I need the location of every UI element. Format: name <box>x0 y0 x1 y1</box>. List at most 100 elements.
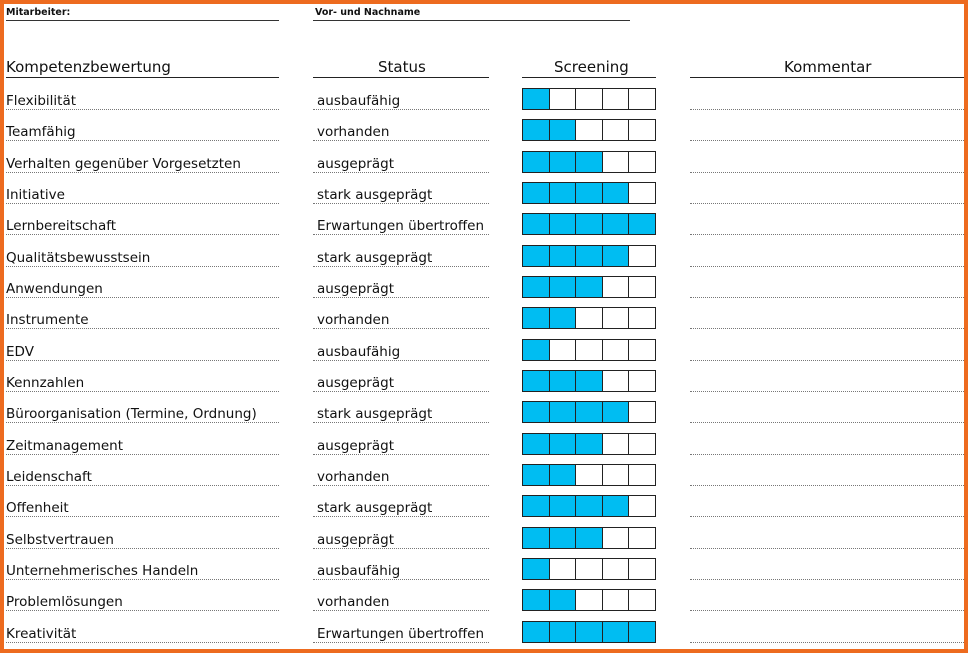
screening-box-empty[interactable] <box>549 339 577 360</box>
screening-box-filled[interactable] <box>629 621 655 642</box>
comment-field[interactable] <box>690 578 964 580</box>
comment-field[interactable] <box>690 109 964 110</box>
screening-scale[interactable] <box>522 275 656 298</box>
screening-box-filled[interactable] <box>549 120 577 141</box>
screening-scale[interactable] <box>522 181 656 204</box>
comment-field[interactable] <box>690 202 964 204</box>
comment-field[interactable] <box>690 359 964 361</box>
comment-field[interactable] <box>690 641 964 643</box>
screening-box-empty[interactable] <box>629 89 655 109</box>
screening-box-empty[interactable] <box>576 89 603 109</box>
screening-box-filled[interactable] <box>576 214 603 235</box>
screening-box-empty[interactable] <box>602 120 630 141</box>
screening-box-filled[interactable] <box>523 308 550 329</box>
screening-box-empty[interactable] <box>629 151 655 172</box>
screening-scale[interactable] <box>522 338 656 361</box>
comment-field[interactable] <box>690 516 964 518</box>
screening-box-filled[interactable] <box>602 245 630 266</box>
screening-box-filled[interactable] <box>523 496 550 517</box>
screening-box-filled[interactable] <box>523 339 550 360</box>
screening-box-filled[interactable] <box>523 527 550 548</box>
screening-scale[interactable] <box>522 150 656 173</box>
screening-box-empty[interactable] <box>629 120 655 141</box>
screening-box-filled[interactable] <box>602 182 630 203</box>
screening-scale[interactable] <box>522 495 656 518</box>
screening-box-filled[interactable] <box>629 214 655 235</box>
screening-box-empty[interactable] <box>629 464 655 485</box>
screening-box-empty[interactable] <box>629 402 655 423</box>
screening-box-empty[interactable] <box>576 120 603 141</box>
screening-box-empty[interactable] <box>629 182 655 203</box>
screening-box-empty[interactable] <box>629 339 655 360</box>
screening-box-empty[interactable] <box>602 464 630 485</box>
screening-box-filled[interactable] <box>576 433 603 454</box>
screening-scale[interactable] <box>522 369 656 392</box>
screening-box-filled[interactable] <box>549 182 577 203</box>
screening-box-filled[interactable] <box>523 433 550 454</box>
comment-field[interactable] <box>690 234 964 236</box>
screening-box-empty[interactable] <box>602 433 630 454</box>
screening-scale[interactable] <box>522 244 656 267</box>
screening-scale[interactable] <box>522 119 656 142</box>
screening-box-filled[interactable] <box>549 214 577 235</box>
comment-field[interactable] <box>690 296 964 298</box>
screening-box-empty[interactable] <box>576 339 603 360</box>
employee-signature-line[interactable] <box>6 20 279 21</box>
screening-box-filled[interactable] <box>523 402 550 423</box>
screening-box-filled[interactable] <box>523 464 550 485</box>
screening-box-empty[interactable] <box>629 558 655 579</box>
screening-box-filled[interactable] <box>523 558 550 579</box>
screening-box-filled[interactable] <box>576 182 603 203</box>
screening-box-filled[interactable] <box>523 120 550 141</box>
screening-box-filled[interactable] <box>602 402 630 423</box>
comment-field[interactable] <box>690 453 964 455</box>
screening-box-filled[interactable] <box>523 276 550 297</box>
screening-scale[interactable] <box>522 401 656 424</box>
screening-box-empty[interactable] <box>629 370 655 391</box>
screening-box-filled[interactable] <box>576 276 603 297</box>
screening-box-empty[interactable] <box>629 527 655 548</box>
screening-box-filled[interactable] <box>549 308 577 329</box>
screening-box-empty[interactable] <box>576 558 603 579</box>
screening-box-empty[interactable] <box>602 558 630 579</box>
screening-scale[interactable] <box>522 307 656 330</box>
screening-scale[interactable] <box>522 589 656 612</box>
comment-field[interactable] <box>690 610 964 612</box>
screening-scale[interactable] <box>522 213 656 236</box>
screening-box-filled[interactable] <box>549 433 577 454</box>
screening-box-empty[interactable] <box>549 558 577 579</box>
comment-field[interactable] <box>690 390 964 392</box>
screening-scale[interactable] <box>522 620 656 643</box>
screening-box-empty[interactable] <box>602 527 630 548</box>
screening-box-filled[interactable] <box>523 370 550 391</box>
screening-box-filled[interactable] <box>576 370 603 391</box>
screening-box-filled[interactable] <box>576 151 603 172</box>
comment-field[interactable] <box>690 171 964 173</box>
screening-box-filled[interactable] <box>549 496 577 517</box>
comment-field[interactable] <box>690 328 964 330</box>
screening-box-filled[interactable] <box>523 182 550 203</box>
screening-box-filled[interactable] <box>549 621 577 642</box>
screening-box-filled[interactable] <box>523 214 550 235</box>
screening-box-filled[interactable] <box>576 621 603 642</box>
screening-box-empty[interactable] <box>629 308 655 329</box>
screening-box-empty[interactable] <box>602 370 630 391</box>
name-signature-line[interactable] <box>313 20 630 21</box>
screening-box-filled[interactable] <box>602 496 630 517</box>
screening-box-empty[interactable] <box>629 433 655 454</box>
screening-box-empty[interactable] <box>549 89 577 109</box>
screening-box-empty[interactable] <box>629 496 655 517</box>
screening-scale[interactable] <box>522 526 656 549</box>
comment-field[interactable] <box>690 484 964 486</box>
screening-box-filled[interactable] <box>576 402 603 423</box>
screening-box-empty[interactable] <box>576 308 603 329</box>
screening-box-filled[interactable] <box>549 151 577 172</box>
screening-box-filled[interactable] <box>602 214 630 235</box>
screening-box-filled[interactable] <box>523 245 550 266</box>
screening-box-empty[interactable] <box>602 590 630 611</box>
screening-box-empty[interactable] <box>602 151 630 172</box>
screening-box-empty[interactable] <box>602 339 630 360</box>
screening-box-filled[interactable] <box>576 496 603 517</box>
screening-box-empty[interactable] <box>576 590 603 611</box>
screening-box-filled[interactable] <box>523 151 550 172</box>
